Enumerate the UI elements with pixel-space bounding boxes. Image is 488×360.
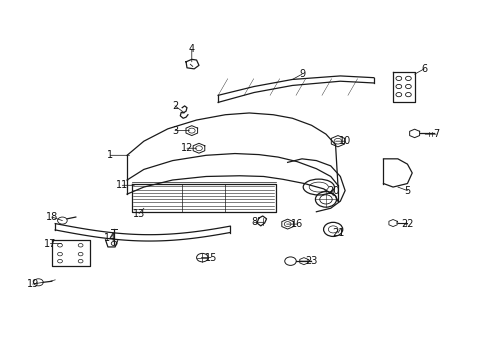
Text: 16: 16 — [290, 219, 303, 229]
Text: 21: 21 — [331, 228, 344, 238]
Text: 10: 10 — [338, 136, 350, 146]
Text: 19: 19 — [26, 279, 39, 289]
Text: 4: 4 — [188, 45, 194, 54]
Text: 23: 23 — [305, 256, 317, 266]
Text: 8: 8 — [250, 217, 257, 227]
Text: 22: 22 — [400, 219, 413, 229]
Text: 2: 2 — [172, 101, 178, 111]
Text: 20: 20 — [326, 186, 339, 195]
Text: 13: 13 — [133, 208, 145, 219]
Text: 9: 9 — [298, 69, 305, 79]
Text: 11: 11 — [116, 180, 128, 190]
Text: 17: 17 — [44, 239, 57, 248]
Text: 3: 3 — [172, 126, 178, 136]
Text: 18: 18 — [46, 212, 58, 222]
Text: 12: 12 — [181, 143, 193, 153]
Text: 7: 7 — [432, 129, 438, 139]
Text: 6: 6 — [420, 64, 427, 74]
Text: 5: 5 — [404, 186, 410, 195]
Text: 1: 1 — [107, 150, 113, 160]
Text: 15: 15 — [204, 253, 217, 262]
Text: 14: 14 — [104, 233, 116, 243]
